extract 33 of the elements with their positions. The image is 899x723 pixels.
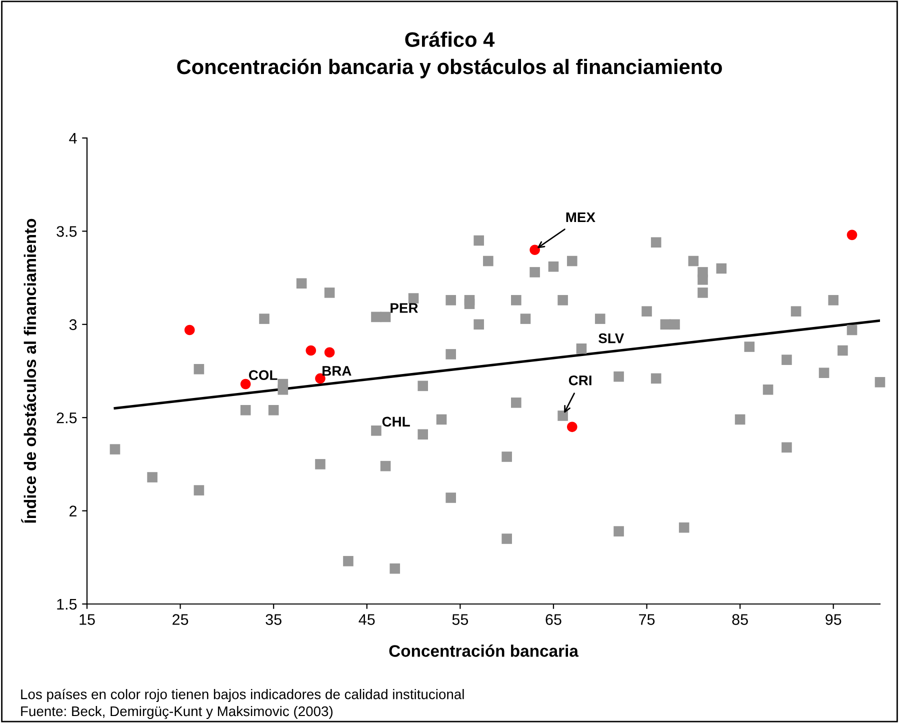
x-tick-label: 55 [452, 614, 468, 625]
annotation: MEX [566, 212, 596, 222]
x-tick-label: 25 [172, 614, 188, 625]
annotation: SLV [598, 333, 624, 344]
annotation: CHL [382, 416, 410, 427]
point [306, 345, 316, 356]
point [240, 378, 251, 390]
annotation: COL [248, 370, 278, 380]
x-tick-label: 95 [826, 614, 842, 625]
point [184, 324, 195, 336]
y-tick-label: 3.5 [56, 226, 77, 237]
x-axis-title: Concentración bancaria [389, 644, 579, 657]
point [324, 347, 335, 358]
text: Los países en color rojo tienen bajos indicadores de calidad institucional Fuente: Beck, Demirgüç-Kunt y Maksimovic (2003) [21, 688, 464, 719]
y-tick-label: 3 [69, 319, 77, 330]
point [566, 422, 578, 432]
x-tick-label: 85 [732, 614, 748, 625]
point [530, 244, 540, 255]
y-tick-label: 2.5 [56, 412, 77, 424]
annotation: BRA [322, 366, 352, 376]
x-tick-label: 35 [266, 614, 282, 625]
annotation: PER [390, 303, 418, 313]
x-tick-label: 65 [546, 614, 562, 625]
y-tick-label: 1.5 [57, 599, 77, 610]
chart-title: Gráfico 4 Concentración bancaria y obstáculos al financiamiento [177, 31, 722, 78]
x-tick-label: 45 [358, 614, 375, 625]
point [846, 230, 858, 240]
x-tick-label: 15 [80, 614, 95, 625]
y-tick-label: 2 [70, 506, 77, 516]
annotation: CRI [568, 375, 592, 386]
y-tick-label: 4 [69, 133, 77, 144]
x-tick-label: 75 [639, 614, 655, 625]
y-axis-title: Índice de obstáculos al financiamiento [21, 218, 36, 523]
